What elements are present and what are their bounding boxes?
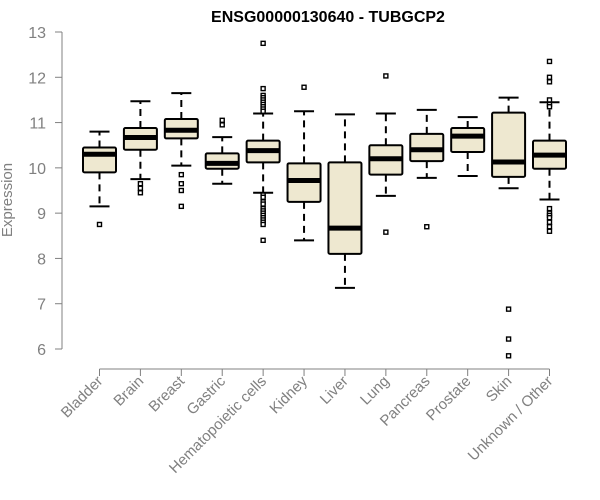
y-tick-label: 7 — [37, 297, 46, 314]
box-iqr — [491, 111, 527, 178]
box-breast — [163, 92, 199, 210]
box-iqr — [450, 127, 486, 154]
box-hematopoietic-cells — [245, 40, 281, 244]
outlier-point — [424, 224, 430, 230]
y-tick-label: 9 — [37, 206, 46, 223]
outlier-point — [178, 187, 185, 194]
x-tick-label: Breast — [145, 372, 188, 415]
box-pancreas — [409, 108, 445, 230]
outlier-point — [383, 73, 389, 79]
outlier-point — [546, 58, 553, 65]
box-liver — [327, 113, 363, 289]
box-lung — [368, 73, 404, 235]
box-gastric — [204, 117, 240, 185]
outlier-point — [260, 40, 266, 47]
outlier-point — [178, 181, 185, 187]
y-tick-label: 13 — [28, 25, 46, 42]
x-tick-label: Kidney — [266, 372, 311, 417]
x-tick-label: Lung — [357, 373, 393, 409]
y-tick-label: 6 — [37, 342, 46, 359]
outlier-point — [260, 108, 266, 114]
x-tick-label: Prostate — [423, 373, 475, 425]
y-tick-label: 8 — [37, 251, 46, 268]
outlier-point — [260, 221, 266, 228]
box-iqr — [327, 161, 363, 255]
outlier-point — [546, 104, 553, 110]
x-tick-label: Brain — [110, 373, 147, 410]
x-tick-label: Liver — [317, 373, 352, 408]
box-prostate — [450, 116, 486, 178]
x-tick-label: Bladder — [58, 373, 107, 422]
box-series — [82, 40, 567, 359]
outlier-point — [137, 185, 144, 191]
outlier-point — [546, 74, 553, 80]
x-tick-label: Skin — [483, 373, 516, 406]
box-iqr — [82, 146, 117, 174]
outlier-point — [383, 229, 389, 235]
box-skin — [491, 96, 527, 359]
outlier-point — [260, 85, 266, 92]
outlier-point — [505, 353, 512, 359]
outlier-point — [260, 201, 266, 207]
outlier-point — [301, 84, 307, 90]
outlier-point — [260, 194, 266, 200]
outlier-point — [137, 190, 144, 196]
box-brain — [122, 100, 158, 196]
outlier-point — [505, 306, 512, 312]
outlier-point — [505, 336, 512, 342]
outlier-point — [137, 181, 144, 187]
outlier-point — [546, 219, 553, 225]
chart-title: ENSG00000130640 - TUBGCP2 — [211, 9, 445, 26]
outlier-point — [546, 228, 553, 234]
outlier-point — [546, 224, 553, 230]
outlier-point — [546, 79, 553, 85]
outlier-point — [96, 221, 103, 228]
outlier-point — [260, 237, 266, 244]
y-tick-label: 11 — [29, 116, 46, 133]
y-axis-label: Expression — [0, 163, 16, 237]
outlier-point — [219, 117, 225, 124]
outlier-point — [546, 205, 553, 212]
outlier-point — [178, 171, 185, 178]
outlier-point — [178, 203, 185, 210]
box-bladder — [82, 130, 117, 228]
outlier-point — [219, 122, 225, 128]
box-kidney — [286, 84, 322, 242]
box-unknown-other — [532, 58, 567, 234]
y-axis: 6 7 8 9 10 11 12 13 — [28, 25, 63, 359]
y-tick-label: 12 — [28, 70, 46, 87]
outlier-point — [546, 97, 553, 103]
y-tick-label: 10 — [28, 161, 46, 178]
outlier-point — [546, 214, 553, 221]
